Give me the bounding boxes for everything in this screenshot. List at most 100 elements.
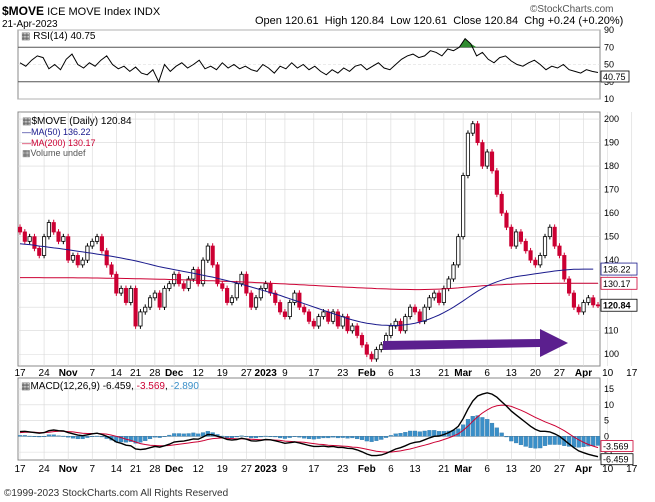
x-tick-label: 20 (530, 368, 542, 379)
candle-body (374, 349, 379, 360)
macd-histogram-bar (552, 436, 557, 445)
candle-body (37, 248, 42, 256)
macd-histogram-bar (258, 436, 263, 438)
price-x-axis: 17 24 Nov 7 14 21 28 Dec 12 19 27 2023 9 17 23 Feb 6 13 21… (14, 368, 637, 379)
x-tick-label: 17 (626, 464, 638, 475)
macd-histogram-bar (99, 436, 104, 438)
macd-histogram-bar (273, 436, 278, 438)
price-y-tick-label: 190 (604, 138, 619, 148)
candle-body (586, 297, 591, 303)
macd-histogram-bar (138, 436, 143, 443)
candle-body (51, 222, 56, 233)
price-y-axis: 200190180170160150140130120110100 (604, 114, 619, 359)
candle-body (61, 236, 66, 242)
exchange: INDX (133, 6, 161, 18)
candle-body (157, 292, 162, 308)
x-tick-label: Feb (358, 464, 376, 475)
macd-histogram-bar (374, 436, 379, 441)
price-panel: 200190180170160150140130120110100 136.22… (17, 111, 638, 367)
candle-body (268, 283, 273, 294)
macd-tag-box (600, 440, 634, 453)
price-tag-value: 120.84 (603, 301, 631, 311)
x-tick-label: 21 (438, 368, 450, 379)
macd-histogram-bar (504, 436, 509, 438)
candle-body (499, 193, 504, 214)
macd-histogram-bar (22, 435, 27, 437)
ohlc-readout: Open 120.61 High 120.84 Low 120.61 Close… (255, 15, 623, 27)
macd-histogram-bar (379, 436, 384, 440)
candle-body (306, 311, 312, 322)
open-label: Open (255, 15, 282, 27)
x-tick-label: 14 (111, 368, 123, 379)
x-tick-label: 27 (241, 368, 253, 379)
macd-histogram-bar (70, 436, 76, 439)
chg-value: +0.24 (+0.20%) (547, 15, 624, 27)
candle-body (509, 226, 514, 247)
x-tick-label: 27 (554, 464, 566, 475)
low-label: Low (390, 15, 411, 27)
candle-body (470, 123, 475, 134)
legend-move: ▦$MOVE (Daily) 120.84 (22, 116, 132, 127)
candle-body (514, 231, 519, 247)
x-tick-label: 7 (89, 368, 95, 379)
macd-y-tick-label: 0 (604, 431, 609, 441)
macd-histogram-bar (408, 430, 413, 437)
macd-histogram-bar (547, 436, 552, 445)
macd-histogram-bar (253, 436, 259, 439)
candle-body (287, 302, 292, 318)
candle-body (205, 245, 210, 261)
x-tick-label: 23 (337, 464, 349, 475)
macd-histogram-bar (538, 436, 543, 449)
candle-body (441, 287, 446, 303)
close-value: 120.84 (484, 15, 519, 27)
x-tick-label: 14 (111, 464, 123, 475)
macd-histogram-bar (287, 436, 292, 438)
macd-tag-box (600, 453, 634, 466)
x-tick-label: 9 (282, 464, 288, 475)
macd-histogram-bar (225, 436, 230, 438)
x-tick-label: 17 (14, 464, 26, 475)
macd-histogram-bar (292, 436, 297, 437)
candle-body (191, 269, 196, 280)
candle-body (412, 306, 418, 313)
x-tick-label: 6 (388, 368, 394, 379)
x-tick-label: Nov (59, 368, 78, 379)
macd-histogram-bar (335, 436, 340, 439)
price-tag-value: 130.17 (603, 279, 631, 289)
candle-body (297, 292, 302, 308)
x-tick-label: Dec (165, 464, 184, 475)
macd-current-tags: -3.569 -6.459 (600, 440, 634, 466)
macd-histogram-bar (17, 435, 23, 437)
candle-body (345, 316, 350, 332)
candle-body (75, 255, 80, 266)
macd-histogram-bar (176, 433, 182, 437)
candle-body (234, 283, 239, 299)
candle-body (518, 231, 524, 242)
macd-histogram-bar (475, 415, 480, 437)
macd-histogram-bar (85, 436, 90, 438)
candle-body (379, 344, 384, 350)
candle-body (571, 292, 576, 308)
price-y-tick-label: 180 (604, 161, 619, 171)
candle-body (186, 278, 191, 289)
x-tick-label: 27 (554, 368, 566, 379)
macd-line (19, 392, 599, 458)
candle-body (196, 269, 201, 285)
macd-histogram-bar (533, 436, 538, 449)
candle-body (66, 236, 71, 261)
candle-body (533, 259, 538, 266)
macd-histogram-bar (75, 436, 80, 440)
macd-histogram-bar (321, 436, 326, 439)
candle-body (292, 292, 297, 303)
macd-histogram-bar (244, 436, 249, 437)
symbol-header: $MOVE ICE MOVE Index INDX (2, 4, 160, 18)
rsi-legend-marker: ▦ (21, 31, 30, 42)
macd-y-tick-label: 10 (604, 400, 614, 410)
x-tick-label: 17 (14, 368, 26, 379)
candle-body (340, 316, 345, 327)
high-value: 120.84 (350, 15, 385, 27)
candle-body (282, 311, 287, 318)
candle-body (302, 306, 307, 313)
x-tick-label: 20 (530, 464, 542, 475)
candle-body (109, 264, 114, 275)
